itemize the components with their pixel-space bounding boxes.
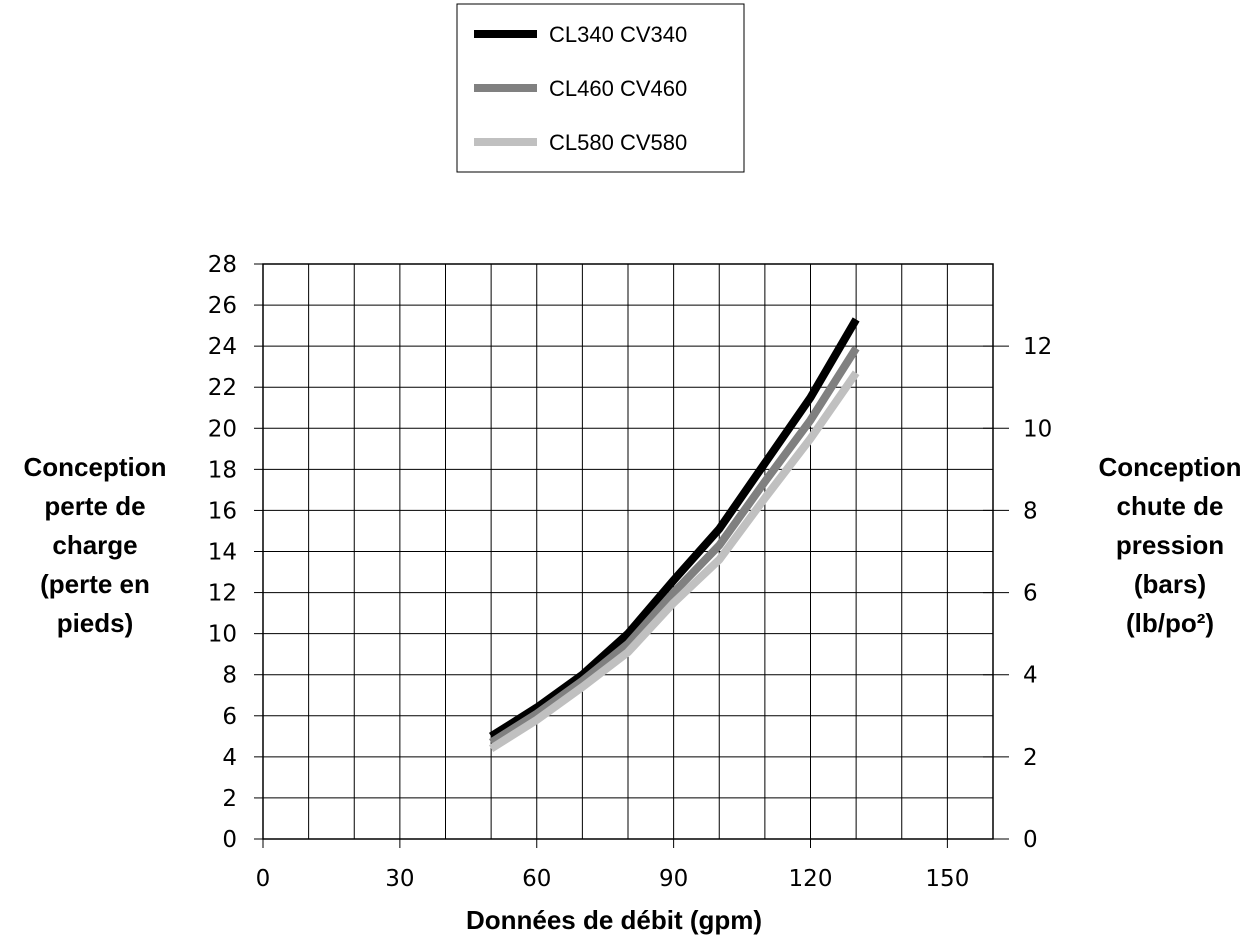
x-axis-title: Données de débit (gpm) [466,905,762,935]
series-line [488,317,860,740]
x-tick-label: 60 [522,866,551,892]
legend-label: CL580 CV580 [549,130,687,155]
series-line [488,370,860,753]
x-tick-label: 120 [789,866,833,892]
axis-title-line: chute de [1117,491,1224,521]
y-left-tick-label: 16 [208,498,237,524]
axis-title-line: Conception [24,452,167,482]
y-right-tick-label: 8 [1023,498,1038,524]
y-axis-right: 0 2 4 6 8 10 12 [983,334,1052,853]
grid [263,264,993,839]
y-left-tick-label: 10 [208,622,237,648]
y-right-tick-label: 10 [1023,416,1052,442]
y-left-tick-label: 4 [222,745,237,771]
y-right-tick-label: 0 [1023,827,1038,853]
legend-label: CL340 CV340 [549,22,687,47]
y-axis-left-title: Conception perte de charge (perte en pieds) [24,452,167,638]
legend: CL340 CV340 CL460 CV460 CL580 CV580 [474,22,687,155]
y-left-tick-label: 20 [208,416,237,442]
y-right-tick-label: 2 [1023,745,1038,771]
axis-title-line: (lb/po²) [1126,608,1214,638]
axis-title-line: pression [1116,530,1224,560]
legend-label: CL460 CV460 [549,76,687,101]
x-tick-label: 30 [385,866,414,892]
y-axis-right-title: Conception chute de pression (bars) (lb/po²) [1099,452,1242,638]
y-left-tick-label: 8 [222,663,237,689]
y-left-tick-label: 24 [208,334,237,360]
y-left-tick-label: 14 [208,540,237,566]
x-axis: 0 30 60 90 120 150 [256,839,969,892]
y-left-tick-label: 22 [208,375,237,401]
axis-title-line: pieds) [57,608,134,638]
x-tick-label: 0 [256,866,271,892]
y-left-tick-label: 0 [222,827,237,853]
y-left-tick-label: 28 [208,252,237,278]
axis-title-line: charge [52,530,137,560]
y-left-tick-label: 6 [222,704,237,730]
y-left-tick-label: 12 [208,581,237,607]
y-left-tick-label: 2 [222,786,237,812]
axis-title-line: Conception [1099,452,1242,482]
x-tick-label: 150 [925,866,969,892]
y-right-tick-label: 4 [1023,663,1038,689]
y-left-tick-label: 18 [208,457,237,483]
series-line [488,346,860,746]
axis-title-line: (perte en [40,569,150,599]
series-group [488,317,860,753]
y-left-tick-label: 26 [208,293,237,319]
axis-title-line: perte de [44,491,145,521]
x-tick-label: 90 [659,866,688,892]
axis-title-line: (bars) [1134,569,1206,599]
y-right-tick-label: 12 [1023,334,1052,360]
y-right-tick-label: 6 [1023,581,1038,607]
